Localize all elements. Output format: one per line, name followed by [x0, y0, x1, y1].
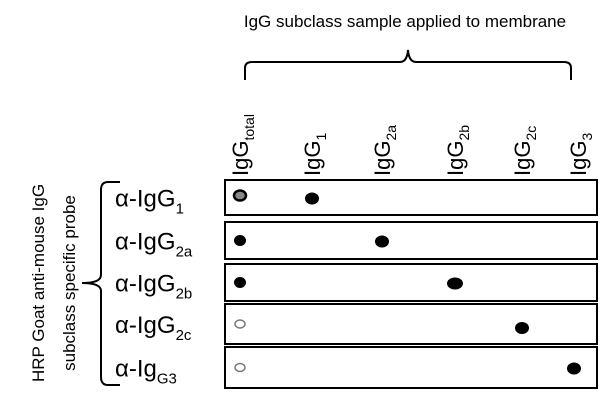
column-header-base: IgG	[566, 141, 591, 176]
column-header-sub: 2b	[456, 125, 472, 141]
column-header: IgG2b	[443, 125, 472, 176]
left-brace	[81, 181, 120, 386]
row-label-sub: 1	[176, 201, 184, 218]
column-header: IgG3	[566, 133, 595, 176]
dot	[234, 319, 246, 329]
column-header-base: IgG	[443, 141, 468, 176]
column-header: IgGtotal	[228, 114, 257, 176]
row-label-base: α-Ig	[115, 356, 157, 383]
dot	[375, 235, 389, 248]
dot	[567, 362, 581, 375]
column-header-sub: total	[241, 114, 257, 140]
membrane-strip	[224, 303, 598, 345]
column-header-sub: 2c	[523, 126, 539, 141]
row-label-sub: 2a	[176, 244, 193, 261]
row-label: α-IgG2a	[115, 229, 193, 261]
dot	[234, 277, 246, 288]
dot	[515, 322, 529, 334]
dot	[305, 192, 319, 205]
column-header-base: IgG	[300, 141, 325, 176]
column-header-sub: 1	[313, 133, 329, 141]
row-label-base: α-IgG	[115, 271, 176, 298]
dot	[234, 235, 246, 246]
column-header: IgG2a	[370, 125, 399, 176]
membrane-strip	[224, 179, 598, 216]
row-label-base: α-IgG	[115, 186, 176, 213]
row-label: α-IgG2c	[115, 312, 192, 344]
row-label-sub: 2c	[176, 327, 192, 344]
row-label-sub: G3	[157, 371, 177, 388]
column-header-sub: 3	[579, 133, 595, 141]
row-label: α-IgG1	[115, 186, 184, 218]
membrane-strip	[224, 263, 598, 302]
title: IgG subclass sample applied to membrane	[244, 12, 566, 31]
row-label-sub: 2b	[176, 286, 193, 303]
column-header-sub: 2a	[383, 125, 399, 141]
column-header-base: IgG	[510, 141, 535, 176]
top-brace	[244, 49, 572, 80]
column-header-base: IgG	[370, 141, 395, 176]
row-label-base: α-IgG	[115, 229, 176, 256]
dot	[447, 277, 463, 290]
row-label: α-IgG3	[115, 356, 177, 388]
dot	[232, 189, 248, 202]
membrane-strip	[224, 221, 598, 260]
row-label-base: α-IgG	[115, 312, 176, 339]
membrane-strip	[224, 346, 598, 389]
row-label: α-IgG2b	[115, 271, 192, 303]
column-header: IgG1	[300, 133, 329, 176]
column-header-base: IgG	[228, 141, 253, 176]
dot	[234, 362, 246, 373]
probe-label: HRP Goat anti-mouse IgG	[29, 184, 48, 382]
probe-label: subclass specific probe	[60, 195, 79, 371]
column-header: IgG2c	[510, 126, 539, 176]
